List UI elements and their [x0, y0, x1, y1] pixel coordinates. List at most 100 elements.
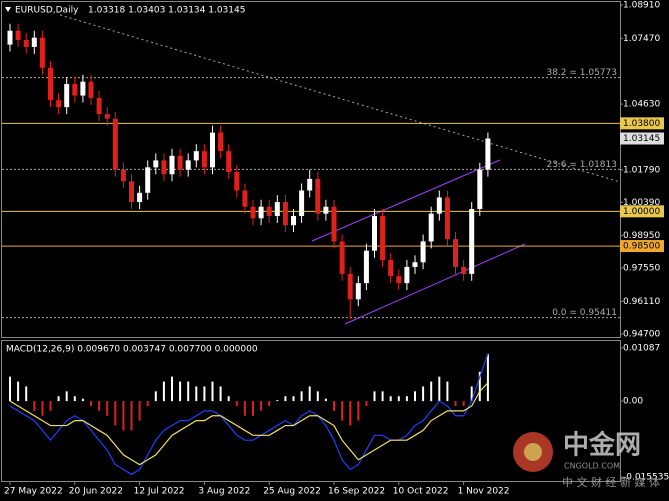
candle-body: [15, 30, 21, 40]
candle-body: [129, 181, 134, 203]
x-tick-label: 20 Jun 2022: [69, 487, 123, 497]
candle-body: [137, 192, 143, 203]
candle-body: [274, 202, 280, 216]
fib-label: 0.0 = 0.95411: [552, 308, 617, 318]
candle-body: [185, 160, 191, 170]
candle-body: [420, 241, 426, 263]
candle-body: [363, 250, 369, 284]
trend-line: [59, 14, 621, 183]
candle-body: [258, 206, 264, 219]
candle-body: [250, 206, 256, 219]
candle-body: [169, 155, 175, 175]
candle-body: [396, 276, 402, 284]
x-tick-label: 1 Nov 2022: [458, 487, 510, 497]
candle-body: [56, 100, 62, 108]
level-label-box: [620, 240, 664, 253]
chart-title: EURUSD,Daily: [15, 6, 79, 16]
candle-body: [347, 273, 353, 300]
level-label-box: [620, 205, 664, 218]
candle-body: [177, 155, 183, 170]
candle-body: [461, 266, 467, 274]
candle-body: [145, 167, 151, 193]
channel-lower: [344, 243, 526, 325]
candle-body: [226, 151, 232, 172]
candle-body: [234, 171, 240, 191]
candle-body: [307, 178, 313, 191]
y-tick-label: 1.01790: [623, 165, 660, 175]
candle-body: [266, 206, 272, 216]
watermark: 中金网 CNGOLD.COM 中 文 财 经 新 媒 体: [513, 430, 660, 489]
y-tick-label: 1.00390: [623, 198, 660, 208]
macd-title: MACD(12,26,9) 0.009670 0.003747 0.007700…: [6, 345, 258, 355]
channel-upper: [311, 159, 501, 242]
candle-body: [120, 169, 126, 182]
y-tick-label: 0.97550: [623, 264, 660, 274]
watermark-slogan: 中 文 财 经 新 媒 体: [562, 475, 660, 489]
level-label-box: [620, 117, 664, 130]
candle-body: [96, 97, 102, 115]
candle-body: [404, 266, 410, 284]
watermark-name: 中金网: [563, 430, 641, 461]
candle-body: [23, 39, 29, 47]
candle-body: [112, 118, 118, 170]
level-label: 1.00000: [623, 207, 660, 217]
candle-body: [291, 215, 296, 226]
candle-body: [242, 190, 248, 207]
macd-tick-label: 0.00: [623, 397, 643, 407]
candle-body: [436, 197, 442, 214]
macd-tick-label: 0.01087: [623, 343, 660, 353]
candle-body: [39, 37, 45, 68]
candle-body: [64, 83, 70, 108]
candle-body: [201, 151, 207, 168]
candle-body: [104, 114, 110, 119]
x-tick-label: 3 Aug 2022: [198, 487, 250, 497]
candle-body: [7, 30, 13, 45]
candle-body: [388, 259, 394, 277]
x-tick-label: 10 Oct 2022: [393, 487, 449, 497]
candle-body: [444, 197, 450, 240]
candle-body: [299, 190, 305, 216]
candle-body: [331, 206, 337, 242]
current-price-label: 1.03145: [623, 134, 660, 144]
y-tick-label: 1.07470: [623, 34, 660, 44]
candle-body: [161, 160, 167, 175]
macd-line: [9, 353, 489, 476]
candle-body: [485, 138, 491, 170]
candle-body: [31, 37, 37, 47]
fib-label: 38.2 = 1.05773: [546, 68, 617, 78]
candle-body: [72, 83, 78, 96]
header-icon: [5, 7, 11, 12]
candle-body: [355, 283, 361, 300]
candle-body: [412, 262, 418, 267]
candle-body: [48, 67, 53, 101]
candle-body: [282, 202, 288, 226]
candle-body: [323, 206, 329, 214]
candle-body: [380, 215, 386, 260]
x-tick-label: 12 Jul 2022: [134, 487, 185, 497]
y-tick-label: 0.98950: [623, 231, 660, 241]
candle-body: [193, 151, 199, 161]
level-label: 1.03800: [623, 119, 660, 129]
watermark-logo: [524, 443, 542, 461]
y-tick-label: 0.96110: [623, 297, 660, 307]
candle-body: [372, 215, 377, 251]
macd-tick-label: -0.015535: [623, 473, 669, 483]
ohlc-label: 1.03318 1.03403 1.03134 1.03145: [88, 6, 245, 16]
candle-body: [339, 241, 345, 274]
watermark-site: CNGOLD.COM: [564, 462, 620, 471]
candle-body: [210, 132, 215, 168]
candle-body: [218, 132, 224, 152]
candle-body: [153, 160, 159, 168]
macd-panel: [1, 340, 621, 482]
candle-body: [80, 81, 86, 96]
fib-label: 23.6 = 1.01813: [546, 160, 617, 170]
candle-body: [453, 239, 458, 267]
x-tick-label: 25 Aug 2022: [263, 487, 321, 497]
y-tick-label: 1.08910: [623, 1, 660, 11]
candle-body: [88, 81, 94, 98]
macd-line: [9, 382, 489, 466]
x-tick-label: 16 Sep 2022: [328, 487, 385, 497]
x-tick-label: 27 May 2022: [4, 487, 63, 497]
candle-body: [428, 213, 434, 242]
